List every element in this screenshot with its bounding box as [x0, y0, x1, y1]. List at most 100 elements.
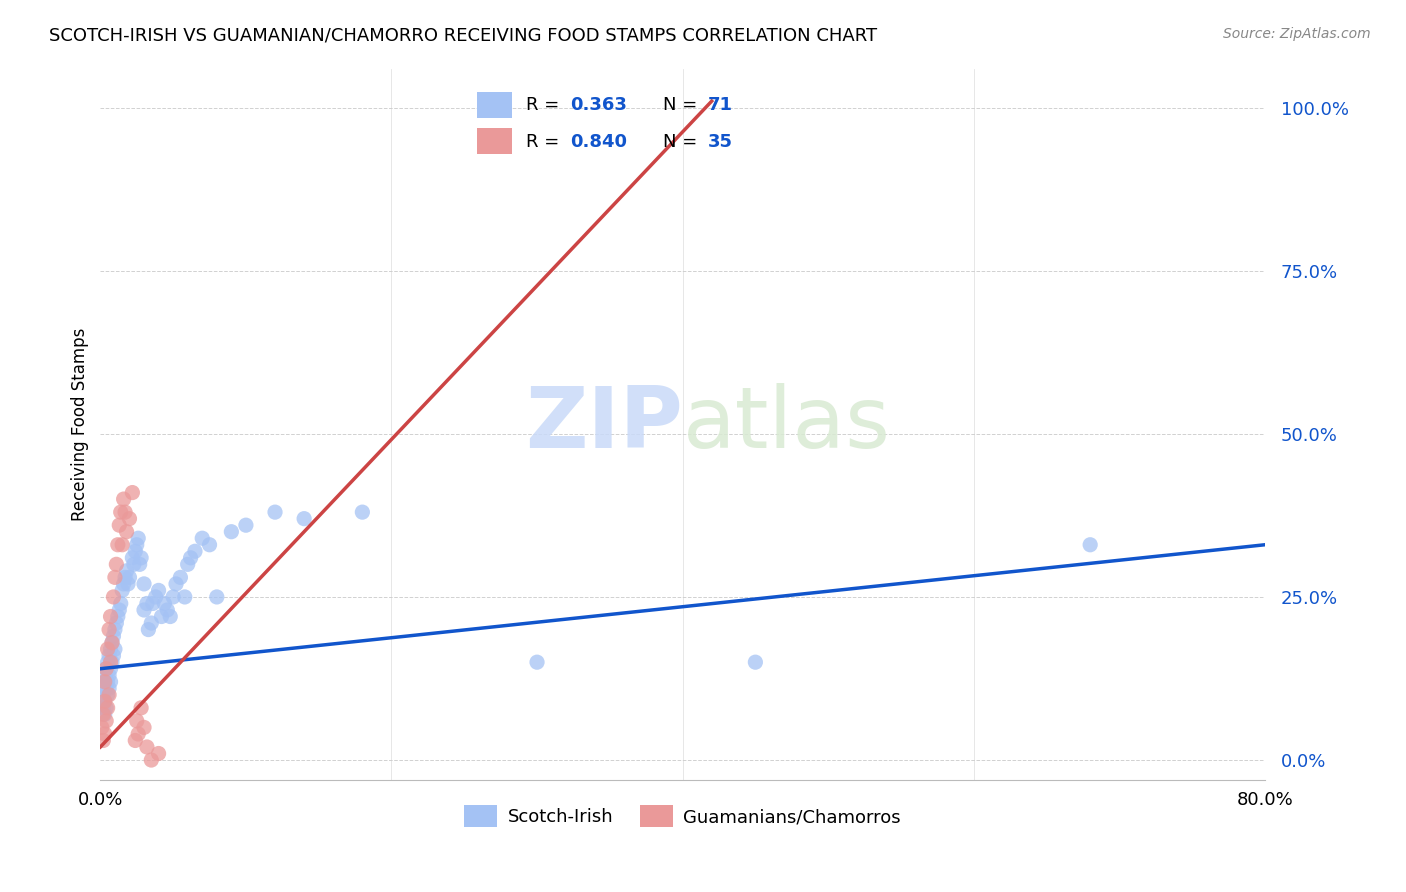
Y-axis label: Receiving Food Stamps: Receiving Food Stamps [72, 327, 89, 521]
Point [127, 531, 149, 545]
Point [156, 603, 179, 617]
Point [127, 727, 149, 741]
Point [93, 674, 115, 689]
Point [97, 655, 120, 669]
Point [96, 701, 118, 715]
Point [103, 648, 125, 663]
Point [93, 727, 115, 741]
Point [93, 674, 115, 689]
Point [115, 564, 138, 578]
Point [125, 714, 148, 728]
Point [142, 597, 165, 611]
Point [184, 544, 207, 558]
Point [98, 668, 121, 682]
Point [145, 590, 167, 604]
Point [141, 753, 163, 767]
Point [165, 577, 187, 591]
Point [159, 609, 181, 624]
Point [292, 511, 315, 525]
Point [108, 603, 131, 617]
Point [111, 538, 134, 552]
Point [101, 635, 124, 649]
Point [90, 668, 112, 682]
Point [104, 623, 127, 637]
Point [221, 524, 243, 539]
Point [352, 505, 374, 519]
Point [93, 694, 115, 708]
Point [173, 590, 195, 604]
Point [98, 648, 121, 663]
Point [96, 714, 118, 728]
Point [100, 642, 122, 657]
Point [115, 524, 138, 539]
Point [100, 662, 122, 676]
Point [103, 590, 125, 604]
Point [169, 570, 191, 584]
Point [148, 583, 170, 598]
Point [104, 570, 127, 584]
Point [141, 615, 163, 630]
Point [108, 518, 131, 533]
Point [101, 635, 124, 649]
Point [96, 681, 118, 696]
Point [112, 492, 135, 507]
Point [121, 550, 143, 565]
Point [110, 505, 132, 519]
Point [526, 655, 548, 669]
Point [103, 629, 125, 643]
Point [128, 558, 150, 572]
Point [150, 609, 173, 624]
Point [124, 544, 146, 558]
Point [98, 688, 121, 702]
Point [101, 655, 124, 669]
Point [91, 707, 114, 722]
Point [104, 642, 127, 657]
Point [264, 505, 287, 519]
Point [180, 550, 202, 565]
Point [91, 701, 114, 715]
Point [117, 577, 139, 591]
Point [100, 655, 122, 669]
Point [1078, 538, 1101, 552]
Text: Source: ZipAtlas.com: Source: ZipAtlas.com [1223, 27, 1371, 41]
Legend: Scotch-Irish, Guamanians/Chamorros: Scotch-Irish, Guamanians/Chamorros [457, 798, 908, 835]
Point [162, 590, 184, 604]
Point [744, 655, 766, 669]
Point [105, 615, 128, 630]
Point [96, 662, 118, 676]
Point [136, 597, 159, 611]
Point [138, 623, 160, 637]
Point [129, 550, 152, 565]
Point [129, 701, 152, 715]
Point [198, 538, 221, 552]
Point [153, 597, 176, 611]
Point [110, 597, 132, 611]
Point [124, 733, 146, 747]
Point [100, 674, 122, 689]
Point [176, 558, 198, 572]
Point [93, 694, 115, 708]
Point [91, 733, 114, 747]
Point [90, 720, 112, 734]
Point [132, 720, 155, 734]
Point [191, 531, 214, 545]
Point [107, 538, 129, 552]
Point [98, 623, 121, 637]
Point [97, 688, 120, 702]
Point [132, 603, 155, 617]
Point [111, 583, 134, 598]
Point [112, 577, 135, 591]
Point [121, 485, 143, 500]
Point [114, 505, 136, 519]
Point [96, 662, 118, 676]
Point [93, 707, 115, 722]
Point [107, 609, 129, 624]
Point [132, 577, 155, 591]
Point [235, 518, 257, 533]
Point [205, 590, 228, 604]
Text: atlas: atlas [682, 383, 890, 466]
Point [118, 570, 141, 584]
Point [118, 511, 141, 525]
Point [148, 747, 170, 761]
Point [114, 570, 136, 584]
